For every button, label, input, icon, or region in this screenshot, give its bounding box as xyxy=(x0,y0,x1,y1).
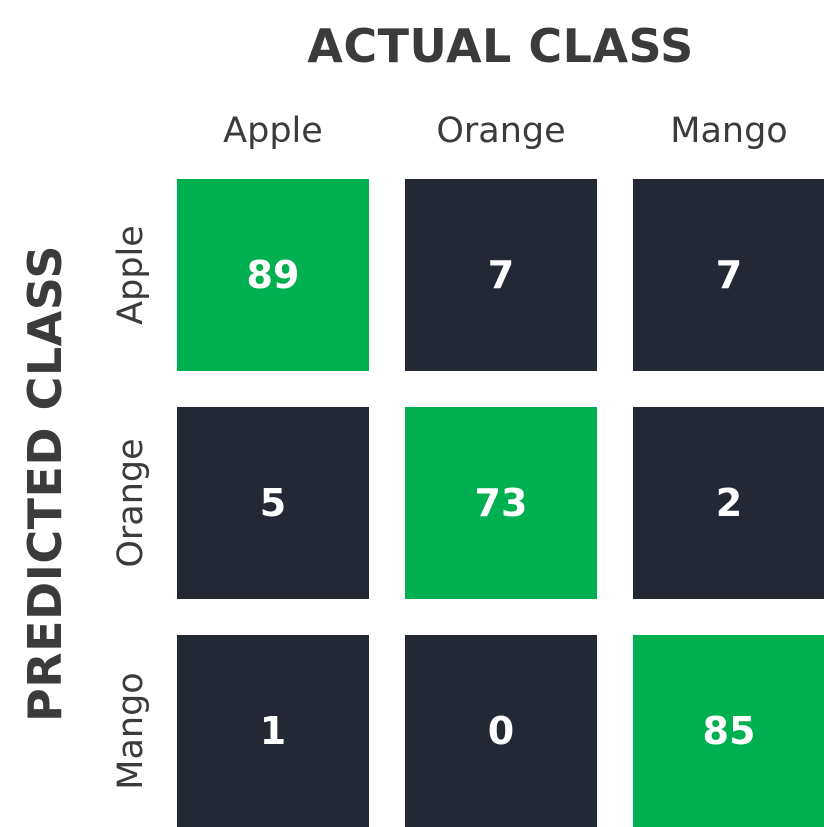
x-axis-title: ACTUAL CLASS xyxy=(307,19,694,73)
matrix-cell-mango-mango: 85 xyxy=(633,635,824,827)
matrix-cell-apple-mango: 7 xyxy=(633,179,824,371)
cell-value: 1 xyxy=(259,709,287,753)
cell-value: 7 xyxy=(715,253,743,297)
matrix-cell-orange-apple: 5 xyxy=(177,407,369,599)
matrix-cell-apple-orange: 7 xyxy=(405,179,597,371)
matrix-cell-orange-mango: 2 xyxy=(633,407,824,599)
column-label-orange: Orange xyxy=(436,111,566,151)
cell-value: 89 xyxy=(246,253,300,297)
cell-value: 85 xyxy=(702,709,756,753)
row-label-orange: Orange xyxy=(111,438,151,568)
matrix-cell-orange-orange: 73 xyxy=(405,407,597,599)
cell-value: 73 xyxy=(474,481,528,525)
matrix-cell-mango-apple: 1 xyxy=(177,635,369,827)
row-label-mango: Mango xyxy=(111,672,151,790)
cell-value: 7 xyxy=(487,253,515,297)
cell-value: 5 xyxy=(259,481,287,525)
column-label-mango: Mango xyxy=(670,111,788,151)
matrix-cell-mango-orange: 0 xyxy=(405,635,597,827)
cell-value: 0 xyxy=(487,709,515,753)
row-label-apple: Apple xyxy=(111,225,151,325)
matrix-cell-apple-apple: 89 xyxy=(177,179,369,371)
cell-value: 2 xyxy=(715,481,743,525)
column-label-apple: Apple xyxy=(223,111,323,151)
y-axis-title: PREDICTED CLASS xyxy=(18,245,72,722)
